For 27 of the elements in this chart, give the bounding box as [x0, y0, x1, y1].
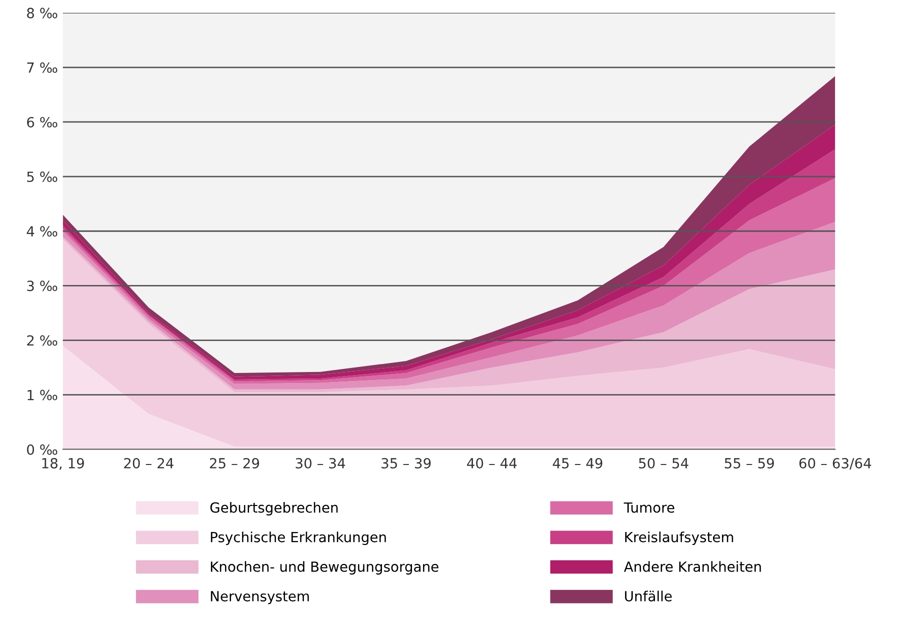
x-tick-label: 55 – 59 — [724, 458, 774, 468]
y-tick-label: 8 ‰ — [27, 8, 58, 18]
legend-label: Tumore — [624, 502, 674, 513]
x-tick-label: 45 – 49 — [552, 458, 602, 468]
x-tick-label: 60 – 63/64 — [799, 458, 872, 470]
legend-label: Geburtsgebrechen — [210, 502, 338, 516]
legend-label: Psychische Erkrankungen — [210, 532, 386, 546]
x-tick-label: 25 – 29 — [210, 458, 260, 468]
x-tick-label: 50 – 54 — [639, 458, 688, 468]
y-tick-label: 7 ‰ — [27, 62, 58, 73]
x-tick-label: 30 – 34 — [296, 458, 346, 468]
legend-label: Knochen- und Bewegungsorgane — [210, 561, 438, 575]
x-tick-label: 40 – 44 — [467, 458, 517, 468]
y-tick-label: 3 ‰ — [27, 280, 58, 292]
y-tick-label: 0 ‰ — [27, 444, 58, 455]
y-tick-label: 1 ‰ — [28, 390, 58, 400]
y-tick-label: 4 ‰ — [26, 226, 58, 237]
x-tick-label: 20 – 24 — [124, 458, 174, 468]
x-tick-label: 18, 19 — [42, 458, 84, 470]
y-tick-label: 5 ‰ — [27, 172, 58, 182]
x-tick-label: 35 – 39 — [382, 458, 431, 468]
y-tick-label: 6 ‰ — [27, 116, 58, 128]
legend-label: Andere Krankheiten — [624, 561, 761, 572]
legend-label: Kreislaufsystem — [625, 532, 734, 546]
y-tick-label: 2 ‰ — [27, 335, 58, 346]
legend-label: Nervensystem — [210, 591, 309, 604]
legend-label: Unfälle — [625, 590, 672, 602]
